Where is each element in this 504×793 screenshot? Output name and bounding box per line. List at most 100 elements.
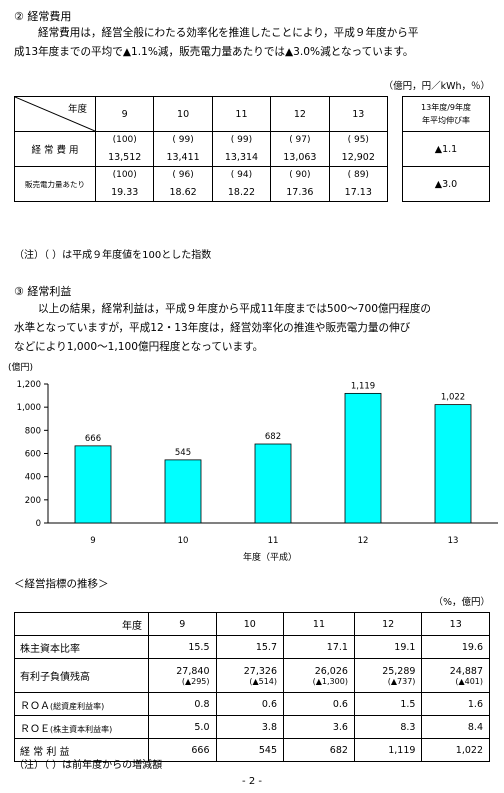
section2-para-line2: 成13年度までの平均で▲1.1%減，販売電力量あたりでは▲3.0%減となっていま… bbox=[14, 46, 414, 58]
indicator-cell: 27,840 (▲295) bbox=[148, 658, 217, 693]
x-tick-label: 13 bbox=[448, 536, 459, 546]
section2-heading: ② 経常費用 bbox=[14, 10, 72, 23]
indicator-cell: 0.6 bbox=[283, 692, 355, 716]
indicator-label: ＲＯＥ(株主資本利益率) bbox=[14, 715, 149, 739]
x-tick-label: 10 bbox=[178, 536, 189, 546]
indicators-year: 10 bbox=[215, 612, 284, 636]
y-tick-label: 600 bbox=[25, 450, 41, 460]
x-tick-label: 12 bbox=[358, 536, 369, 546]
table1-cell: ( 97) 13,063 bbox=[270, 131, 330, 167]
indicator-label: 経 常 利 益 bbox=[14, 738, 149, 762]
bar bbox=[434, 404, 472, 524]
indicator-cell: 19.6 bbox=[421, 635, 490, 659]
table1-row-label: 販売電力量あたり bbox=[14, 166, 96, 202]
indicators-title: ＜経営指標の推移＞ bbox=[14, 578, 109, 590]
bar-value-label: 545 bbox=[175, 448, 191, 458]
avg-value: ▲1.1 bbox=[402, 131, 490, 167]
bar-value-label: 666 bbox=[85, 434, 101, 444]
table1-cell: ( 94) 18.22 bbox=[211, 166, 272, 202]
avg-growth-table: 13年度/9年度 年平均伸び率 ▲1.1 ▲3.0 bbox=[402, 96, 490, 202]
indicator-cell: 1,119 bbox=[353, 738, 423, 762]
indicator-cell: 1.6 bbox=[421, 692, 490, 716]
x-axis-label: 年度（平成） bbox=[243, 551, 297, 563]
bar-value-label: 1,022 bbox=[441, 393, 465, 403]
indicator-cell: 545 bbox=[215, 738, 284, 762]
indicator-cell: 27,326 (▲514) bbox=[215, 658, 284, 693]
bar bbox=[74, 445, 112, 524]
table1-cell: (100) 13,512 bbox=[94, 131, 155, 167]
table1-cell: ( 96) 18.62 bbox=[153, 166, 213, 202]
x-tick-label: 11 bbox=[268, 536, 279, 546]
y-tick-label: 0 bbox=[36, 519, 41, 529]
indicator-cell: 24,887 (▲401) bbox=[421, 658, 490, 693]
page-number: - 2 - bbox=[242, 776, 262, 787]
indicator-cell: 5.0 bbox=[148, 715, 217, 739]
cost-table: 年度 9 10 11 12 13 経 常 費 用 (100) 13,512 ( 9… bbox=[14, 96, 389, 202]
avg-value: ▲3.0 bbox=[402, 166, 490, 202]
table1-header-label: 年度 bbox=[67, 104, 87, 115]
indicator-cell: 15.5 bbox=[148, 635, 217, 659]
bar bbox=[164, 459, 202, 524]
section3-para-line1: 以上の結果，経常利益は，平成９年度から平成11年度までは500～700億円程度の bbox=[38, 303, 431, 315]
y-tick-label: 800 bbox=[25, 426, 41, 436]
table1-cell: ( 90) 17.36 bbox=[270, 166, 330, 202]
section3-para-line2: 水準となっていますが，平成12・13年度は，経営効率化の推進や販売電力量の伸び bbox=[14, 322, 411, 334]
diagonal-line bbox=[15, 97, 95, 131]
indicator-cell: 1,022 bbox=[421, 738, 490, 762]
indicators-year: 13 bbox=[421, 612, 490, 636]
indicator-cell: 17.1 bbox=[283, 635, 355, 659]
indicator-cell: 8.4 bbox=[421, 715, 490, 739]
chart-unit-label: (億円) bbox=[8, 361, 33, 373]
indicator-cell: 19.1 bbox=[353, 635, 423, 659]
section2-para-line1: 経常費用は，経営全般にわたる効率化を推進したことにより，平成９年度から平 bbox=[38, 27, 419, 39]
indicator-cell: 3.6 bbox=[283, 715, 355, 739]
table1-year: 10 bbox=[153, 96, 213, 132]
indicator-cell: 3.8 bbox=[215, 715, 284, 739]
section3-para-line3: などにより1,000～1,100億円程度となっています。 bbox=[14, 341, 264, 353]
indicators-year: 12 bbox=[353, 612, 423, 636]
indicator-label: ＲＯＡ(総資産利益率) bbox=[14, 692, 149, 716]
indicators-header-label: 年度 bbox=[14, 612, 149, 636]
indicator-cell: 15.7 bbox=[215, 635, 284, 659]
indicator-cell: 26,026 (▲1,300) bbox=[283, 658, 355, 693]
table1-year: 11 bbox=[211, 96, 272, 132]
table1-corner: 年度 bbox=[14, 96, 96, 132]
indicator-cell: 0.6 bbox=[215, 692, 284, 716]
indicator-cell: 682 bbox=[283, 738, 355, 762]
table1-cell: ( 95) 12,902 bbox=[328, 131, 389, 167]
bar bbox=[254, 443, 292, 524]
indicators-year: 9 bbox=[148, 612, 217, 636]
avg-header: 13年度/9年度 年平均伸び率 bbox=[402, 96, 490, 132]
indicators-year: 11 bbox=[283, 612, 355, 636]
indicator-label: 有利子負債残高 bbox=[14, 658, 149, 693]
indicators-note: （注）（ ）は前年度からの増減額 bbox=[14, 760, 163, 771]
ordinary-profit-chart: (億円) 0 200 400 600 800 1,000 1,200 666 9 545 10 68… bbox=[8, 361, 498, 563]
table1-unit: （億円，円／kWh，％） bbox=[383, 81, 490, 92]
y-tick-label: 200 bbox=[25, 496, 41, 506]
table1-cell: ( 89) 17.13 bbox=[328, 166, 389, 202]
section3-heading: ③ 経常利益 bbox=[14, 285, 72, 298]
indicator-cell: 8.3 bbox=[353, 715, 423, 739]
indicator-label: 株主資本比率 bbox=[14, 635, 149, 659]
y-tick-label: 1,200 bbox=[17, 380, 41, 390]
indicator-cell: 1.5 bbox=[353, 692, 423, 716]
bar bbox=[344, 392, 382, 524]
y-tick-label: 1,000 bbox=[17, 403, 41, 413]
table1-year: 12 bbox=[270, 96, 330, 132]
x-tick-label: 9 bbox=[90, 536, 95, 546]
bar-value-label: 1,119 bbox=[351, 381, 375, 391]
table1-year: 13 bbox=[328, 96, 389, 132]
table1-note: （注）（ ）は平成９年度値を100とした指数 bbox=[14, 250, 212, 261]
table1-cell: ( 99) 13,411 bbox=[153, 131, 213, 167]
indicator-cell: 0.8 bbox=[148, 692, 217, 716]
table1-year: 9 bbox=[94, 96, 155, 132]
indicators-unit: （%，億円） bbox=[433, 597, 490, 608]
table1-cell: ( 99) 13,314 bbox=[211, 131, 272, 167]
table1-row-label: 経 常 費 用 bbox=[14, 131, 96, 167]
y-tick-label: 400 bbox=[25, 473, 41, 483]
indicator-cell: 666 bbox=[148, 738, 217, 762]
table1-cell: (100) 19.33 bbox=[94, 166, 155, 202]
bar-value-label: 682 bbox=[265, 432, 281, 442]
indicators-table: 年度 9 10 11 12 13 株主資本比率 15.5 15.7 17.1 1… bbox=[14, 612, 490, 762]
indicator-cell: 25,289 (▲737) bbox=[353, 658, 423, 693]
